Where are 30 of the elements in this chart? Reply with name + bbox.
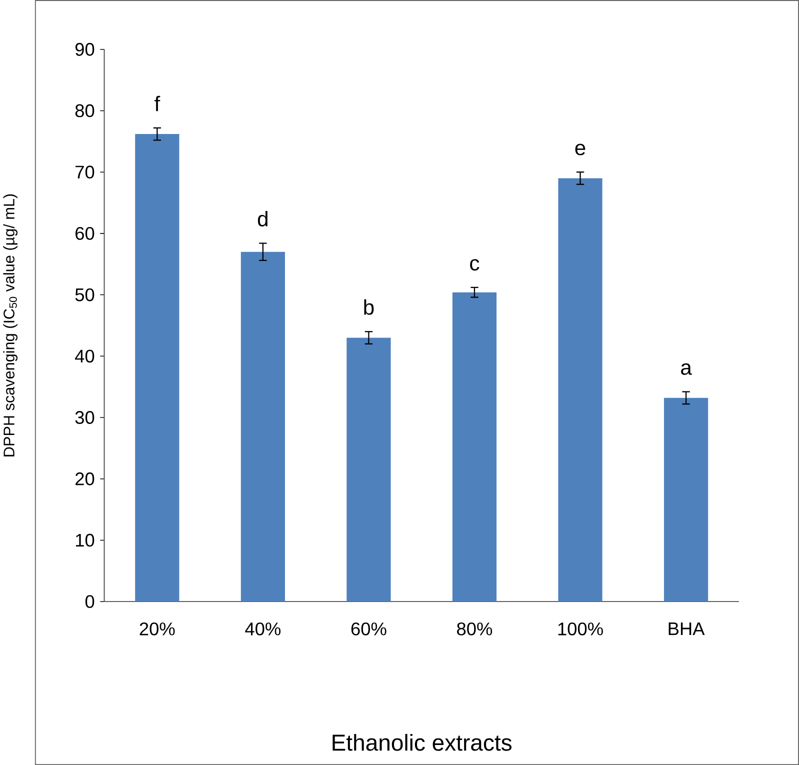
y-tick-label: 90 bbox=[75, 42, 94, 56]
annotation: e bbox=[575, 144, 586, 156]
y-tick-label: 20 bbox=[76, 472, 94, 486]
bar bbox=[452, 292, 497, 602]
y-tick-label: 50 bbox=[75, 288, 94, 302]
annotation: b bbox=[364, 299, 374, 315]
x-tick-label: 100% bbox=[558, 622, 603, 636]
x-tick-label: BHA bbox=[668, 622, 705, 635]
bar bbox=[135, 134, 180, 602]
annotation: d bbox=[258, 210, 268, 226]
x-tick-label: 60% bbox=[351, 622, 386, 636]
y-axis-title: DPPH scavenging (IC$_{50}$ value (µg/ mL) bbox=[3, 194, 18, 456]
annotation: f bbox=[154, 96, 160, 112]
x-tick-label: 80% bbox=[457, 622, 492, 636]
bar bbox=[664, 398, 708, 602]
bar bbox=[346, 338, 391, 602]
x-tick-label: 20% bbox=[140, 622, 175, 636]
annotation: c bbox=[470, 259, 480, 271]
y-tick-label: 0 bbox=[85, 595, 94, 608]
y-tick-label: 80 bbox=[75, 104, 94, 118]
bar bbox=[558, 178, 602, 602]
y-tick-label: 30 bbox=[75, 411, 94, 424]
x-tick-label: 40% bbox=[245, 622, 281, 636]
y-tick-label: 70 bbox=[76, 166, 94, 179]
annotation: a bbox=[681, 363, 692, 375]
y-tick-label: 60 bbox=[76, 226, 94, 240]
y-tick-label: 40 bbox=[75, 350, 94, 363]
bar bbox=[240, 252, 285, 602]
x-axis-title: Ethanolic extracts bbox=[332, 734, 512, 751]
y-tick-label: 10 bbox=[76, 534, 94, 547]
